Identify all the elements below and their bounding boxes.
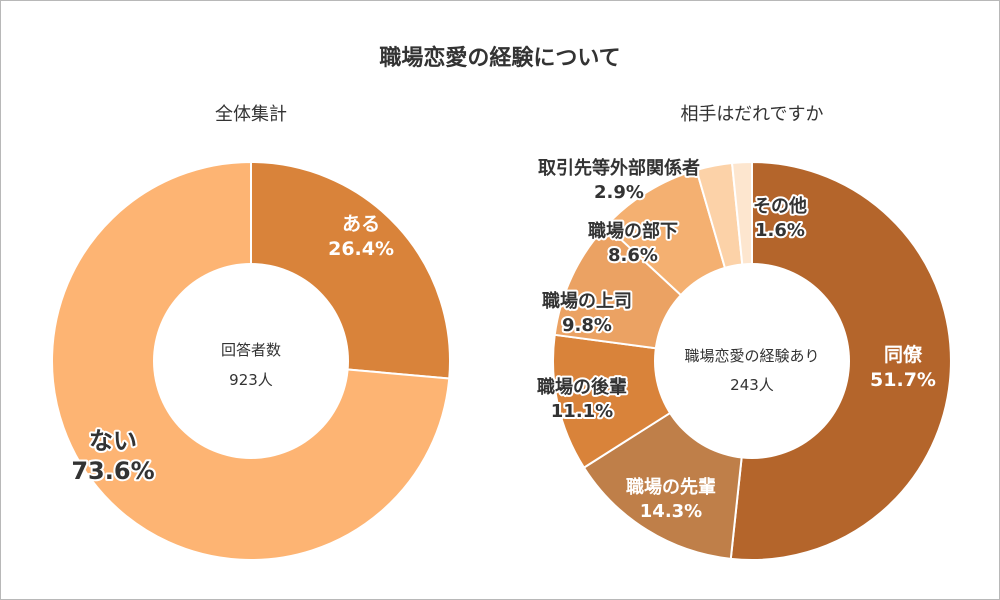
partner-slice-label: その他 [753, 195, 807, 217]
partner-slice-value-label: 51.7% [870, 369, 936, 391]
overall-slice-value-label: 73.6% [71, 457, 154, 485]
partner-center-label: 職場恋愛の経験あり [684, 347, 819, 365]
partner-slice-label: 取引先等外部関係者 [538, 157, 700, 179]
partner-slice-value-label: 2.9% [594, 182, 644, 203]
overall-subtitle: 全体集計 [215, 104, 287, 125]
chart-title: 職場恋愛の経験について [379, 45, 620, 71]
partner-slice-value-label: 1.6% [755, 220, 805, 241]
partner-slice-label: 職場の後輩 [537, 376, 627, 398]
partner-slice-value-label: 11.1% [551, 401, 613, 422]
overall-center-value: 923人 [229, 371, 273, 389]
partner-slice-value-label: 8.6% [608, 245, 658, 266]
partner-slice-label: 同僚 [884, 343, 923, 366]
overall-slice-value-label: 26.4% [328, 238, 394, 260]
partner-slice-label: 職場の部下 [588, 220, 678, 242]
overall-slice-label: ある [342, 213, 380, 235]
partner-slice-value-label: 9.8% [562, 315, 612, 336]
partner-donut-hole [654, 263, 850, 459]
overall-donut-hole [153, 263, 349, 459]
overall-center-label: 回答者数 [221, 341, 281, 359]
partner-slice-value-label: 14.3% [640, 501, 702, 522]
partner-slice-label: 職場の先輩 [626, 476, 716, 498]
partner-donut-chart: 相手はだれですか 職場恋愛の経験あり 243人 同僚 51.7% 職場の先輩 14.3… [535, 104, 952, 561]
partner-center-value: 243人 [730, 376, 774, 394]
partner-subtitle: 相手はだれですか [680, 104, 823, 125]
partner-slice-label: 職場の上司 [542, 290, 632, 312]
overall-slice-label: ない [89, 427, 137, 455]
